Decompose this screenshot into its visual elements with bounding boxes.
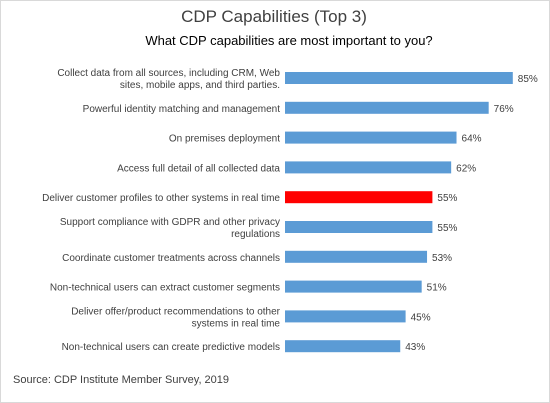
bar-7 — [285, 250, 428, 263]
value-label-9: 45% — [411, 312, 431, 323]
category-label-2: Powerful identity matching and managemen… — [83, 104, 281, 115]
value-label-3: 64% — [462, 134, 482, 145]
value-label-6: 55% — [437, 223, 457, 234]
bar-10 — [285, 340, 401, 353]
value-label-4: 62% — [456, 163, 476, 174]
bar-8 — [285, 280, 422, 293]
category-label-4: Access full detail of all collected data — [117, 163, 280, 174]
bar-5 — [285, 191, 433, 204]
category-label-1: Collect data from all sources, including… — [57, 68, 280, 91]
category-label-10: Non-technical users can create predictiv… — [62, 342, 280, 353]
bar-1 — [285, 72, 513, 84]
category-label-6: Support compliance with GDPR and other p… — [60, 217, 280, 240]
source-note: Source: CDP Institute Member Survey, 201… — [13, 374, 230, 386]
value-label-2: 76% — [494, 104, 514, 115]
category-label-3: On premises deployment — [169, 134, 280, 145]
bar-2 — [285, 101, 489, 114]
bar-6 — [285, 221, 433, 233]
value-label-7: 53% — [432, 253, 452, 264]
category-label-5: Deliver customer profiles to other syste… — [42, 193, 280, 204]
bar-9 — [285, 310, 406, 323]
value-label-1: 85% — [518, 74, 538, 85]
category-label-9: Deliver offer/product recommendations to… — [71, 306, 280, 329]
bar-3 — [285, 131, 457, 144]
bar-4 — [285, 161, 452, 174]
value-label-8: 51% — [427, 283, 447, 294]
category-label-7: Coordinate customer treatments across ch… — [62, 253, 280, 264]
value-label-10: 43% — [405, 342, 425, 353]
value-label-5: 55% — [437, 193, 457, 204]
category-label-8: Non-technical users can extract customer… — [50, 283, 280, 294]
chart-subtitle: What CDP capabilities are most important… — [145, 33, 433, 48]
chart-title: CDP Capabilities (Top 3) — [181, 7, 367, 26]
